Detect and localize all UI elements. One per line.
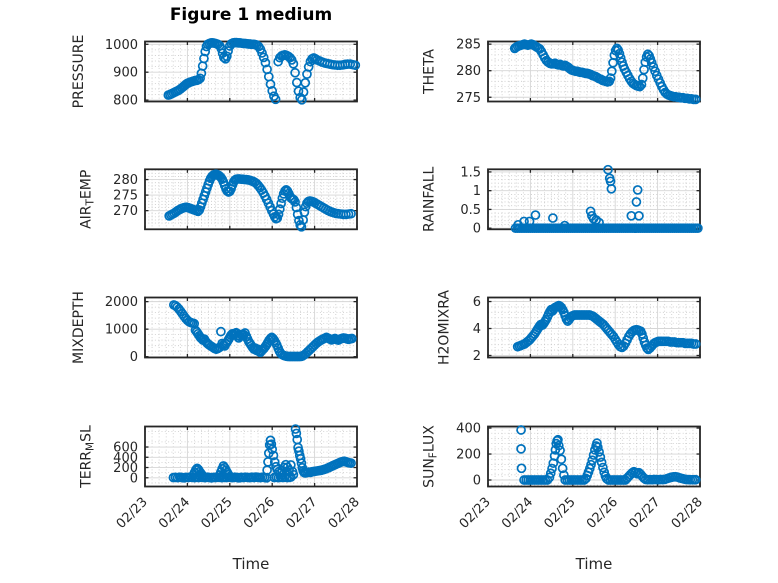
ylabel-H2OMIXRA: H2OMIXRA bbox=[437, 290, 453, 365]
axes-frame-TERR_MSL bbox=[144, 425, 358, 488]
xtick-label: 02/26 bbox=[241, 495, 278, 532]
xtick-label: 02/28 bbox=[326, 495, 363, 532]
ytick-label: 1000 bbox=[105, 323, 138, 338]
ytick-label: 280 bbox=[456, 64, 481, 79]
ytick-label: 275 bbox=[113, 189, 138, 204]
series-PRESSURE bbox=[163, 37, 361, 105]
series-RAINFALL bbox=[510, 164, 703, 234]
ytick-label: 280 bbox=[113, 173, 138, 188]
ylabel-THETA: THETA bbox=[422, 49, 438, 95]
ytick-label: 4 bbox=[473, 322, 481, 337]
series-TERR_MSL bbox=[168, 424, 356, 483]
series-H2OMIXRA bbox=[512, 300, 701, 355]
figure-title: Figure 1 medium bbox=[169, 5, 333, 25]
ylabel-PRESSURE: PRESSURE bbox=[71, 35, 87, 109]
xtick-label: 02/27 bbox=[283, 495, 320, 532]
ytick-label: 0 bbox=[130, 350, 138, 365]
ytick-label: 600 bbox=[113, 441, 138, 456]
ylabel-AIR_TEMP: AIRTEMP bbox=[79, 170, 97, 229]
subplot-MIXDEPTH: 0 1000 2000 MIXDEPTH bbox=[71, 291, 358, 365]
ylabel-TERR_MSL: TERRMSL bbox=[79, 425, 97, 489]
xtick-label: 02/25 bbox=[199, 495, 236, 532]
ylabel-MIXDEPTH: MIXDEPTH bbox=[71, 291, 87, 364]
ytick-label: 400 bbox=[456, 422, 481, 437]
axes-frame-MIXDEPTH bbox=[144, 296, 358, 359]
ytick-label: 800 bbox=[113, 94, 138, 109]
subplot-RAINFALL: 0 0.5 1 1.5 RAINFALL bbox=[422, 164, 703, 237]
axes-frame-AIR_TEMP bbox=[144, 168, 358, 231]
series-AIR_TEMP bbox=[164, 169, 356, 232]
ytick-label: 1 bbox=[473, 184, 481, 199]
x-axis-label-left: Time bbox=[232, 555, 270, 573]
xtick-label: 02/23 bbox=[114, 495, 151, 532]
ytick-label: 900 bbox=[113, 66, 138, 81]
xtick-label: 02/25 bbox=[542, 495, 579, 532]
series-MIXDEPTH bbox=[168, 300, 357, 362]
subplot-THETA: 275 280 285 THETA bbox=[422, 38, 701, 106]
ytick-label: 275 bbox=[456, 91, 481, 106]
ytick-label: 0.5 bbox=[460, 203, 481, 218]
axes-frame-THETA bbox=[487, 40, 701, 103]
ytick-label: 0 bbox=[473, 222, 481, 237]
ytick-label: 6 bbox=[473, 295, 481, 310]
subplot-H2OMIXRA: 2 4 6 H2OMIXRA bbox=[437, 290, 701, 365]
ytick-label: 400 bbox=[113, 451, 138, 466]
subplot-SUN_FLUX: 0 200 400 SUNFLUX 02/23 02/24 02/25 02/26 02/27 0… bbox=[422, 422, 706, 532]
ytick-label: 0 bbox=[473, 474, 481, 489]
ytick-label: 2 bbox=[473, 349, 481, 364]
series-SUN_FLUX bbox=[516, 425, 701, 485]
xtick-label: 02/24 bbox=[499, 495, 536, 532]
ylabel-SUN_FLUX: SUNFLUX bbox=[422, 425, 440, 488]
ytick-label: 200 bbox=[456, 448, 481, 463]
ytick-label: 0 bbox=[130, 471, 138, 486]
subplot-PRESSURE: 800 900 1000 PRESSURE bbox=[71, 35, 361, 109]
ytick-label: 285 bbox=[456, 38, 481, 53]
ylabel-RAINFALL: RAINFALL bbox=[422, 166, 438, 231]
xtick-label: 02/28 bbox=[669, 495, 706, 532]
ytick-label: 2000 bbox=[105, 295, 138, 310]
x-axis-label-right: Time bbox=[575, 555, 613, 573]
xtick-label: 02/24 bbox=[156, 495, 193, 532]
axes-frame-SUN_FLUX bbox=[487, 425, 701, 488]
xtick-label: 02/23 bbox=[457, 495, 494, 532]
series-THETA bbox=[509, 39, 701, 105]
ytick-label: 200 bbox=[113, 461, 138, 476]
xtick-label: 02/26 bbox=[584, 495, 621, 532]
ytick-label: 1.5 bbox=[460, 165, 481, 180]
ytick-label: 1000 bbox=[105, 38, 138, 53]
ytick-label: 270 bbox=[113, 204, 138, 219]
xtick-label: 02/27 bbox=[626, 495, 663, 532]
axes-frame-H2OMIXRA bbox=[487, 296, 701, 359]
